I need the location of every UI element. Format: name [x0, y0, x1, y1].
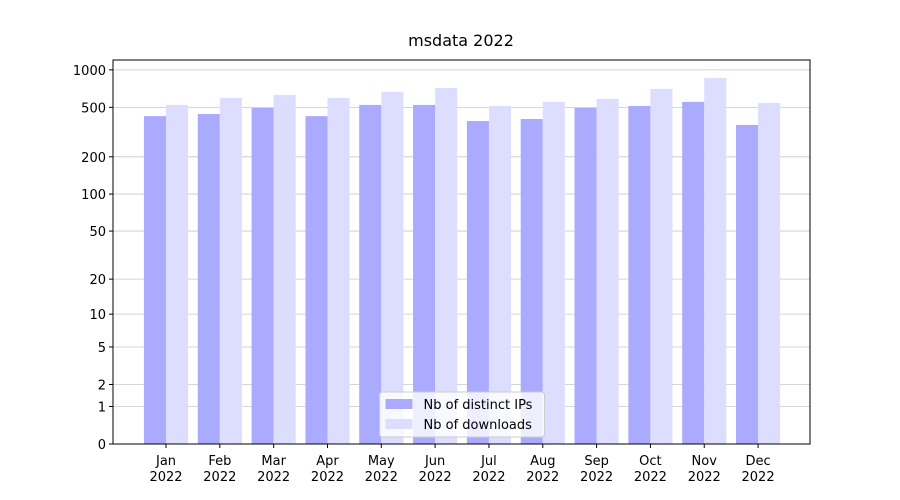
legend-swatch	[385, 399, 413, 409]
x-tick-label: Jan 2022	[149, 454, 182, 485]
y-tick-label: 1000	[73, 64, 106, 79]
bar	[542, 101, 565, 444]
bar	[574, 107, 597, 445]
x-tick-label: Nov 2022	[688, 454, 721, 485]
bar	[381, 91, 404, 444]
y-tick-label: 500	[81, 101, 106, 116]
y-tick-label: 50	[89, 225, 106, 240]
legend-label: Nb of distinct IPs	[424, 398, 533, 413]
legend-swatch	[385, 419, 413, 429]
chart-title: msdata 2022	[408, 31, 514, 50]
bar	[305, 116, 328, 445]
x-tick-label: May 2022	[365, 454, 398, 485]
x-tick-label: Dec 2022	[742, 454, 775, 485]
bar	[219, 97, 242, 445]
y-tick-label: 100	[81, 188, 106, 203]
bar	[520, 119, 543, 444]
bar	[735, 124, 759, 445]
y-tick-label: 2	[98, 379, 106, 394]
y-tick-label: 1	[98, 400, 106, 415]
y-tick-label: 10	[89, 308, 106, 323]
bar	[143, 116, 167, 445]
bar	[650, 89, 673, 444]
bar	[413, 104, 436, 445]
y-tick-label: 20	[89, 273, 106, 288]
legend-label: Nb of downloads	[424, 418, 533, 433]
x-tick-label: Oct 2022	[634, 454, 667, 485]
bar	[628, 105, 651, 445]
x-tick-label: Jun 2022	[419, 454, 452, 485]
y-tick-label: 5	[98, 341, 106, 356]
bar	[197, 114, 220, 444]
plot-frame	[112, 59, 811, 445]
bar	[359, 104, 382, 445]
bar	[273, 94, 296, 444]
bar	[488, 105, 512, 445]
x-tick-label: Apr 2022	[311, 454, 344, 485]
bar	[251, 107, 274, 445]
bar	[758, 102, 781, 445]
x-tick-label: Mar 2022	[257, 454, 290, 485]
bar	[704, 78, 727, 444]
x-tick-label: Aug 2022	[526, 454, 559, 485]
bar	[166, 104, 189, 445]
bar	[327, 97, 350, 445]
bar	[435, 88, 458, 444]
x-tick-label: Jul 2022	[472, 454, 505, 485]
bar	[682, 101, 705, 444]
x-tick-label: Feb 2022	[203, 454, 236, 485]
legend-box	[379, 391, 545, 438]
bar	[596, 98, 619, 444]
bar	[466, 121, 489, 444]
x-tick-label: Sep 2022	[580, 454, 613, 485]
y-tick-label: 200	[81, 151, 106, 166]
y-tick-label: 0	[98, 438, 106, 453]
